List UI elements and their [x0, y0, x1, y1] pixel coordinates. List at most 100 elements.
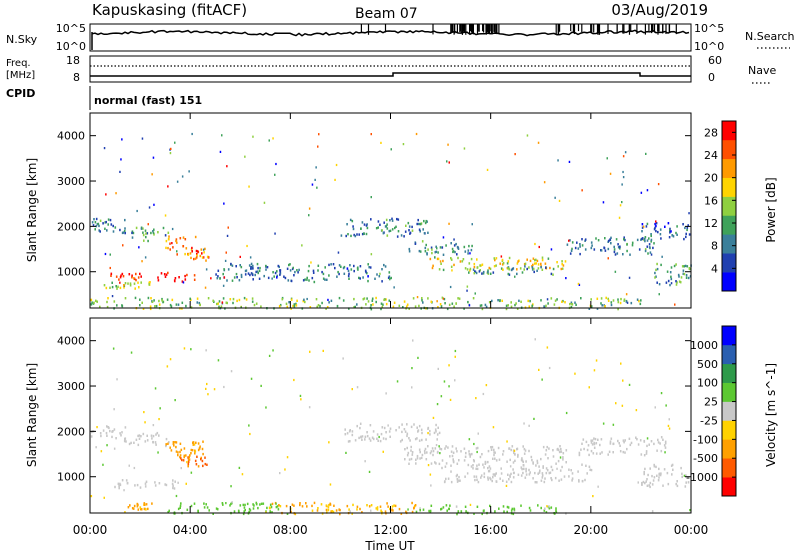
data-speckle [104, 252, 107, 256]
data-cell [414, 504, 417, 507]
data-cell [351, 219, 354, 223]
data-cell [349, 429, 351, 432]
data-cell [547, 257, 550, 260]
data-cell [243, 506, 246, 509]
data-cell [539, 469, 541, 472]
data-cell [393, 504, 395, 507]
data-cell [476, 446, 479, 450]
cpid-label: CPID [6, 87, 35, 100]
data-cell [536, 461, 539, 465]
data-cell [534, 481, 537, 484]
data-speckle [268, 354, 271, 357]
data-cell [669, 283, 671, 287]
data-speckle [546, 346, 549, 349]
data-cell [541, 472, 544, 475]
data-cell [585, 440, 588, 444]
data-cell [592, 452, 595, 455]
data-cell [244, 508, 246, 512]
data-cell [676, 484, 679, 488]
data-speckle [558, 199, 561, 202]
data-speckle [436, 403, 439, 406]
data-cell [196, 297, 199, 300]
data-speckle [120, 158, 122, 161]
data-cell [356, 233, 358, 236]
data-cell [379, 505, 382, 508]
data-cell [276, 270, 278, 273]
data-cell [165, 443, 167, 446]
data-speckle [668, 427, 671, 430]
data-cell [255, 302, 258, 305]
data-cell [361, 221, 364, 224]
data-cell [135, 226, 138, 230]
data-cell [450, 450, 453, 453]
data-cell [99, 432, 102, 435]
data-cell [302, 299, 305, 303]
data-speckle [204, 286, 207, 289]
data-speckle [275, 162, 277, 166]
data-cell [162, 226, 165, 230]
data-cell [180, 457, 182, 460]
data-speckle [621, 183, 623, 186]
data-cell [652, 246, 654, 250]
data-cell [389, 507, 391, 511]
data-cell [686, 226, 689, 229]
data-cell [123, 284, 125, 287]
data-speckle [176, 180, 179, 183]
data-cell [557, 459, 560, 463]
data-cell [450, 464, 452, 467]
colorbar-tick-label: 24 [704, 149, 718, 162]
data-cell [354, 234, 357, 238]
data-cell [595, 442, 598, 445]
data-cell [593, 248, 596, 251]
data-speckle [246, 244, 248, 248]
data-cell [538, 471, 541, 474]
data-cell [512, 461, 515, 464]
freq-trace [90, 72, 691, 77]
data-cell [217, 275, 219, 278]
data-cell [245, 298, 248, 301]
data-speckle [284, 468, 286, 471]
data-cell [513, 451, 515, 454]
data-cell [517, 455, 519, 458]
data-cell [612, 451, 614, 454]
data-cell [624, 451, 626, 454]
data-cell [296, 299, 298, 302]
data-cell [222, 272, 224, 276]
data-speckle [559, 456, 562, 459]
data-cell [636, 438, 638, 441]
data-cell [510, 472, 512, 476]
colorbar-swatch [722, 253, 736, 273]
data-cell [584, 248, 587, 251]
data-speckle [250, 377, 253, 380]
data-cell [269, 510, 271, 513]
data-cell [404, 458, 406, 461]
data-cell [416, 454, 419, 458]
data-cell [610, 301, 613, 304]
data-speckle [152, 156, 155, 159]
data-cell [408, 307, 410, 310]
data-speckle [550, 248, 553, 251]
data-cell [377, 220, 380, 223]
data-cell [162, 300, 164, 304]
data-cell [421, 453, 424, 457]
data-cell [168, 509, 170, 512]
data-cell [514, 459, 516, 462]
data-cell [540, 479, 543, 482]
y-tick-label: 2000 [57, 425, 85, 438]
y-tick-label: 3000 [57, 380, 85, 393]
data-cell [262, 502, 265, 505]
data-cell [199, 303, 201, 306]
data-cell [142, 231, 144, 234]
data-cell [186, 508, 189, 511]
data-speckle [533, 417, 535, 420]
data-cell [670, 277, 673, 281]
data-cell [685, 274, 688, 277]
data-cell [688, 267, 691, 270]
data-cell [489, 478, 492, 481]
data-cell [463, 307, 465, 310]
data-cell [154, 441, 157, 444]
data-cell [250, 272, 253, 275]
data-cell [145, 235, 147, 239]
data-cell [255, 501, 258, 505]
data-cell [406, 303, 409, 306]
